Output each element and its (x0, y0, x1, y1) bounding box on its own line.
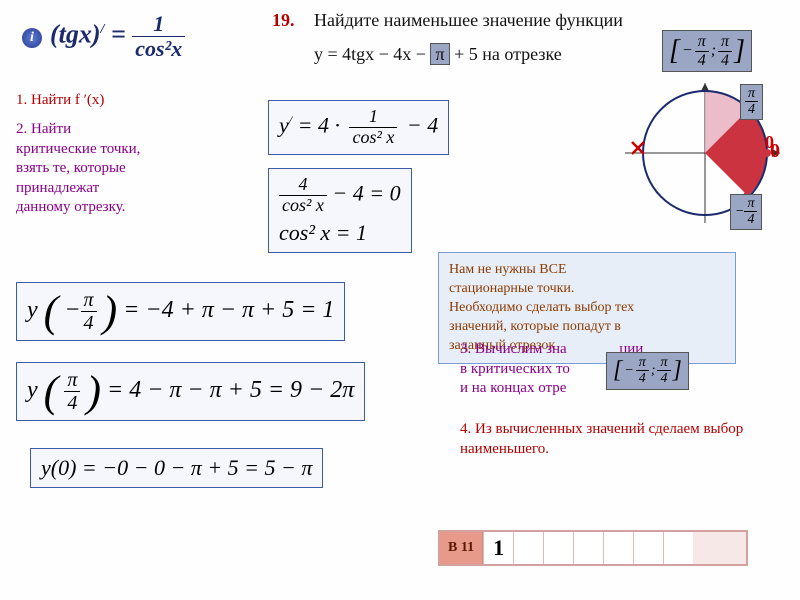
answer-cell (513, 532, 543, 564)
answer-cell (663, 532, 693, 564)
tgx-lhs: (tgx) (50, 20, 101, 49)
answer-cell (573, 532, 603, 564)
eval-box-2: y ( π4 ) = 4 − π − π + 5 = 9 − 2π (16, 362, 365, 421)
circle-label-bottom: −π4 (730, 194, 762, 230)
interval-box-top: [ − π4 ; π4 ] (662, 30, 752, 72)
derivative-box: y/ = 4 · 1 cos² x − 4 (268, 100, 449, 155)
unit-circle: 0 (620, 78, 790, 233)
step-1: 1. Найти f ′(x) (16, 92, 104, 109)
eval-box-3: y(0) = −0 − 0 − π + 5 = 5 − π (30, 448, 323, 488)
problem-number: 19. (272, 10, 295, 31)
equation-box: 4 cos² x − 4 = 0 cos² x = 1 (268, 168, 412, 253)
answer-cell (603, 532, 633, 564)
answer-cell (633, 532, 663, 564)
task-line-2: y = 4tgx − 4x − π + 5 на отрезке (314, 44, 562, 65)
answer-strip: В 11 1 (438, 530, 748, 566)
zero-label: 0 (770, 140, 780, 163)
task-line-1: Найдите наименьшее значение функции (314, 10, 623, 31)
circle-label-top: π4 (740, 84, 763, 120)
circle-svg: 0 (620, 78, 790, 228)
answer-label: В 11 (440, 532, 483, 564)
info-icon: i (22, 18, 42, 48)
step-2: 2. Найти критические точки, взять те, ко… (16, 120, 176, 218)
answer-cell (543, 532, 573, 564)
interval-box-step3: [ − π4 ; π4 ] (606, 352, 689, 390)
answer-cell: 1 (483, 532, 513, 564)
eval-box-1: y ( −π4 ) = −4 + π − π + 5 = 1 (16, 282, 345, 341)
tgx-formula: (tgx)/ = 1 cos²x (50, 12, 185, 61)
step-4: 4. Из вычисленных значений сделаем выбор… (460, 420, 760, 459)
